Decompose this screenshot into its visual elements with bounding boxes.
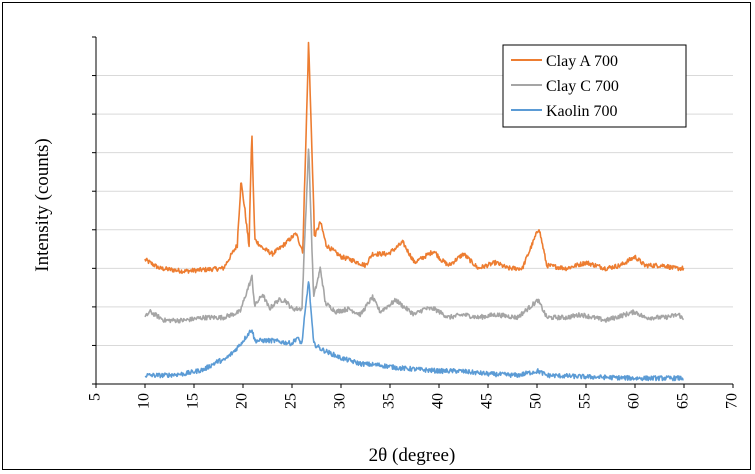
x-tick-label: 15 [185, 393, 202, 409]
series-line-clay-c-700 [144, 148, 685, 324]
x-tick-label: 65 [675, 393, 692, 409]
legend: Clay A 700 Clay C 700 Kaolin 700 [502, 44, 687, 128]
legend-label-clay-a-700: Clay A 700 [546, 53, 618, 70]
series-lines [144, 41, 685, 382]
x-tick-label: 5 [87, 393, 104, 401]
x-tick-label: 60 [626, 393, 643, 409]
x-tick-label: 55 [577, 393, 594, 409]
legend-label-kaolin-700: Kaolin 700 [546, 103, 618, 120]
x-axis-label: 2θ (degree) [369, 445, 456, 466]
series-line-kaolin-700 [144, 281, 684, 382]
axes [92, 36, 734, 388]
x-tick-label: 40 [430, 393, 447, 409]
x-tick-label: 35 [381, 393, 398, 409]
series-line-clay-a-700 [144, 41, 685, 275]
legend-label-clay-c-700: Clay C 700 [546, 78, 619, 95]
x-tick-label: 20 [234, 393, 251, 409]
x-tick-label: 25 [283, 393, 300, 409]
x-tick-labels: 5 10 15 20 25 30 35 40 45 50 55 60 65 70 [87, 393, 741, 409]
y-axis-label: Intensity (counts) [32, 138, 53, 272]
x-tick-label: 70 [724, 393, 741, 409]
x-tick-label: 10 [136, 393, 153, 409]
x-tick-label: 30 [332, 393, 349, 409]
x-tick-label: 50 [528, 393, 545, 409]
x-tick-label: 45 [479, 393, 496, 409]
